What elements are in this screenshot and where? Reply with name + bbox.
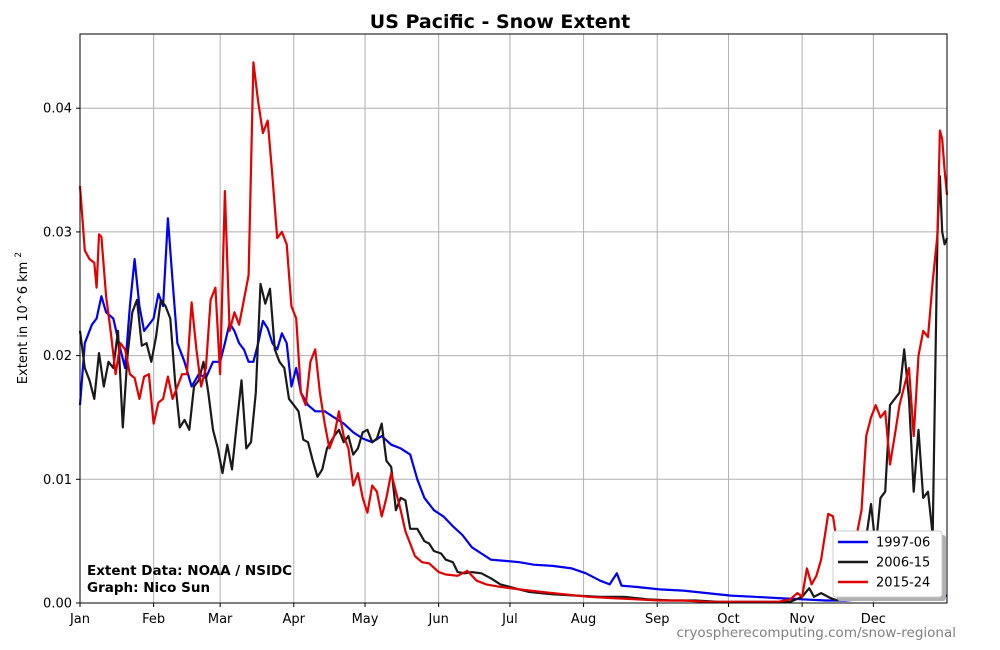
y-tick-label: 0.00: [43, 597, 72, 612]
legend-label: 2006-15: [876, 556, 930, 571]
y-tick-label: 0.02: [43, 349, 72, 364]
y-axis-label-superscript: 2: [14, 252, 24, 258]
x-tick-label: Feb: [142, 612, 165, 627]
x-tick-label: Nov: [789, 612, 815, 627]
series-line-2006-15: [78, 175, 949, 603]
y-tick-label: 0.03: [43, 225, 72, 240]
legend: 1997-06 2006-15 2015-24: [832, 530, 946, 601]
y-axis-label-text: Extent in 10^6 km: [16, 262, 31, 384]
x-tick-label: Jul: [501, 612, 518, 627]
series-group: [78, 61, 949, 603]
legend-box: [832, 530, 943, 598]
watermark: cryospherecomputing.com/snow-regional: [676, 625, 956, 641]
y-tick-label: 0.04: [43, 102, 72, 117]
x-axis: Jan Feb Mar Apr May Jun Jul Aug Sep Oct Nov Dec: [69, 603, 886, 627]
x-tick-label: May: [352, 612, 379, 627]
legend-label: 2015-24: [876, 576, 930, 591]
x-tick-label: Mar: [208, 612, 233, 627]
x-tick-label: Jan: [69, 612, 90, 627]
legend-label: 1997-06: [876, 536, 930, 551]
x-tick-label: Sep: [645, 612, 670, 627]
y-tick-label: 0.01: [43, 473, 72, 488]
chart-title: US Pacific - Snow Extent: [370, 11, 630, 33]
plot-frame: [79, 33, 948, 604]
x-tick-label: Oct: [717, 612, 739, 627]
series-line-1997-06: [78, 217, 948, 602]
x-tick-label: Aug: [571, 612, 596, 627]
credit-graph-author: Graph: Nico Sun: [87, 580, 210, 596]
x-tick-label: Dec: [861, 612, 886, 627]
x-tick-label: Jun: [428, 612, 449, 627]
y-axis-label: Extent in 10^6 km 2: [14, 252, 31, 384]
series-line-2015-24: [78, 61, 949, 603]
credit-data-source: Extent Data: NOAA / NSIDC: [87, 563, 292, 579]
x-tick-label: Apr: [283, 612, 306, 627]
y-axis: 0.00 0.01 0.02 0.03 0.04: [43, 102, 80, 612]
